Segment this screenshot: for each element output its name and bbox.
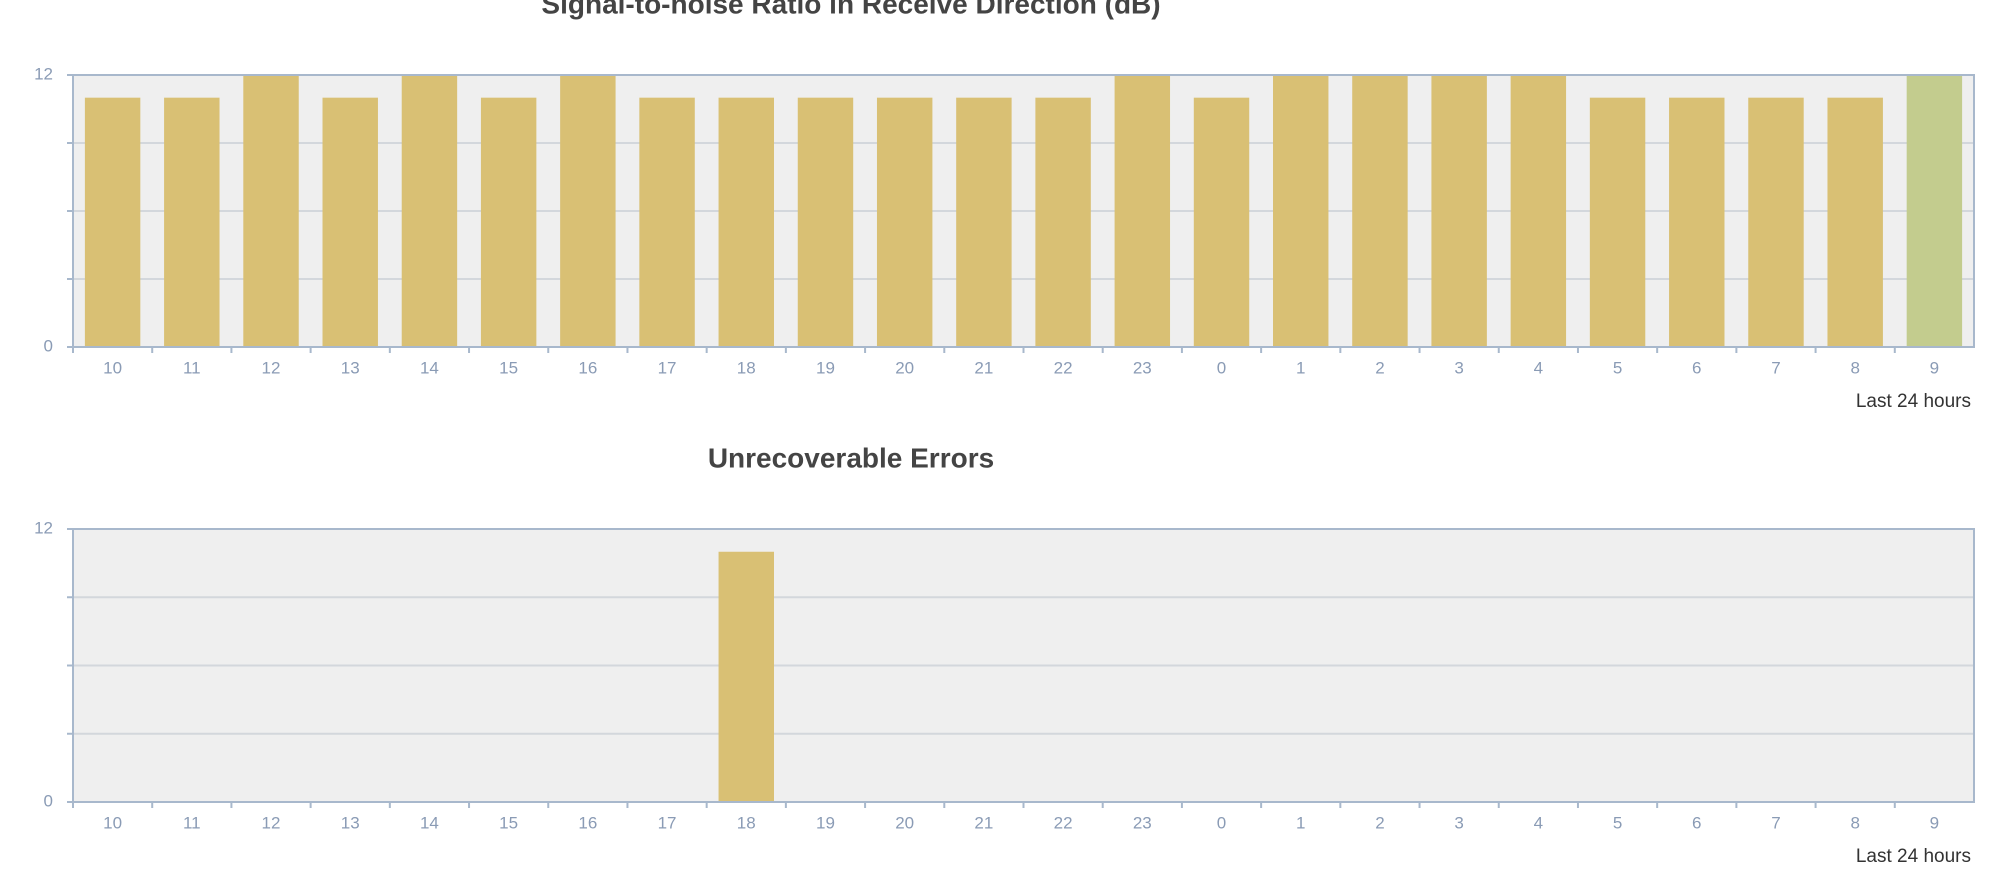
x-tick-label: 8 <box>1850 358 1859 377</box>
x-tick-label: 17 <box>658 813 677 832</box>
x-tick-label: 3 <box>1454 813 1463 832</box>
bar <box>1273 75 1329 347</box>
x-tick-label: 3 <box>1454 358 1463 377</box>
bar <box>1431 75 1487 347</box>
chart-title: Signal-to-noise Ratio in Receive Directi… <box>541 0 1160 19</box>
x-tick-label: 2 <box>1375 358 1384 377</box>
x-tick-label: 22 <box>1054 813 1073 832</box>
x-tick-label: 4 <box>1534 358 1543 377</box>
x-tick-label: 18 <box>737 358 756 377</box>
plot-border <box>72 528 1975 803</box>
x-tick-label: 15 <box>499 358 518 377</box>
bar <box>480 97 537 348</box>
x-tick-label: 11 <box>183 813 201 832</box>
x-tick-label: 7 <box>1771 813 1780 832</box>
x-tick-label: 19 <box>816 358 835 377</box>
x-tick-label: 14 <box>420 358 439 377</box>
bar <box>164 97 220 348</box>
x-tick-label: 4 <box>1534 813 1543 832</box>
x-tick-label: 10 <box>103 813 122 832</box>
x-tick-label: 13 <box>341 358 360 377</box>
plot-border <box>72 74 1975 348</box>
x-tick-label: 18 <box>737 813 756 832</box>
bar <box>1114 75 1171 347</box>
x-tick-label: 19 <box>816 813 835 832</box>
x-tick-label: 5 <box>1613 813 1622 832</box>
x-tick-label: 21 <box>974 358 993 377</box>
x-tick-label: 11 <box>183 358 201 377</box>
x-axis-label: Last 24 hours <box>1856 391 1971 412</box>
y-tick-label: 12 <box>34 64 53 83</box>
y-tick-label: 12 <box>34 518 53 537</box>
x-tick-label: 23 <box>1133 813 1152 832</box>
x-tick-label: 7 <box>1771 358 1780 377</box>
x-tick-label: 15 <box>499 813 518 832</box>
x-tick-label: 13 <box>341 813 360 832</box>
bar <box>84 97 141 348</box>
x-tick-label: 9 <box>1930 358 1939 377</box>
bar <box>1035 97 1091 348</box>
bar <box>639 97 695 348</box>
bar <box>1193 97 1250 348</box>
x-tick-label: 22 <box>1054 358 1073 377</box>
x-tick-label: 1 <box>1296 813 1305 832</box>
x-tick-label: 8 <box>1850 813 1859 832</box>
x-tick-label: 5 <box>1613 358 1622 377</box>
x-tick-label: 23 <box>1133 358 1152 377</box>
bar <box>1589 97 1646 348</box>
bar <box>718 551 774 802</box>
x-tick-label: 10 <box>103 358 122 377</box>
bar <box>1827 97 1883 348</box>
x-tick-label: 20 <box>895 358 914 377</box>
bar <box>718 97 774 348</box>
bar <box>322 97 378 348</box>
x-tick-label: 12 <box>262 813 281 832</box>
x-tick-label: 16 <box>578 813 597 832</box>
x-tick-label: 9 <box>1930 813 1939 832</box>
bar <box>956 97 1012 348</box>
bar <box>1748 97 1804 348</box>
x-axis-label: Last 24 hours <box>1856 846 1971 867</box>
x-tick-label: 1 <box>1296 358 1305 377</box>
x-tick-label: 16 <box>578 358 597 377</box>
chart-title: Unrecoverable Errors <box>708 442 994 473</box>
x-tick-label: 0 <box>1217 358 1226 377</box>
x-tick-label: 17 <box>658 358 677 377</box>
x-tick-label: 12 <box>262 358 281 377</box>
bar <box>243 75 299 347</box>
x-tick-label: 21 <box>974 813 993 832</box>
bar <box>876 97 933 348</box>
bar <box>401 75 458 347</box>
x-tick-label: 14 <box>420 813 439 832</box>
x-tick-label: 2 <box>1375 813 1384 832</box>
bar <box>1352 75 1408 347</box>
y-tick-label: 0 <box>44 336 53 355</box>
x-tick-label: 6 <box>1692 358 1701 377</box>
bar <box>560 75 616 347</box>
bar <box>1906 75 1963 347</box>
bar <box>797 97 854 348</box>
bar <box>1510 75 1567 347</box>
y-tick-label: 0 <box>44 791 53 810</box>
x-tick-label: 0 <box>1217 813 1226 832</box>
bar <box>1669 97 1725 348</box>
x-tick-label: 20 <box>895 813 914 832</box>
x-tick-label: 6 <box>1692 813 1701 832</box>
